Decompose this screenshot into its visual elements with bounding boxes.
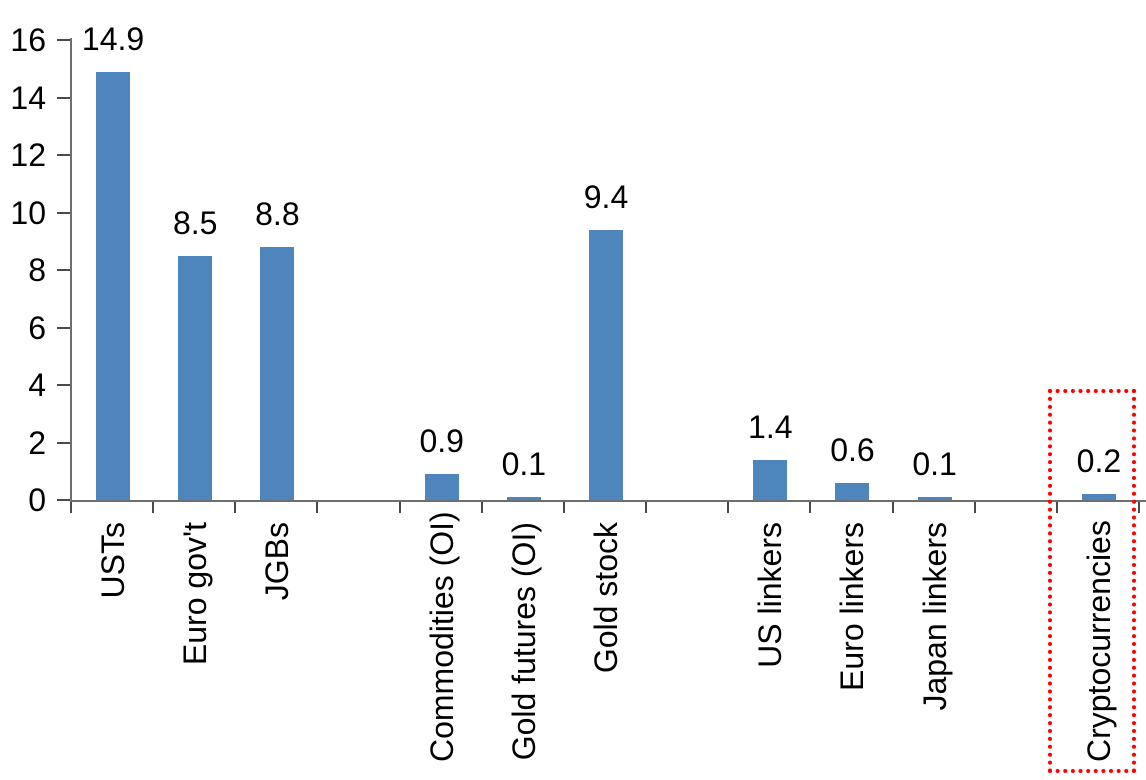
value-label-japan-linkers: 0.1 <box>912 446 957 483</box>
x-tick <box>891 502 894 513</box>
x-tick <box>234 502 237 513</box>
bar-gold-futures-oi <box>506 497 541 500</box>
y-axis-tick-label: 2 <box>28 424 46 461</box>
y-tick <box>57 326 70 329</box>
highlight-box-cryptocurrencies <box>1048 389 1136 773</box>
x-tick <box>398 502 401 513</box>
y-axis-tick-label: 8 <box>28 252 46 288</box>
y-axis-tick-label: 12 <box>10 137 46 173</box>
x-tick <box>70 502 72 513</box>
y-tick <box>57 211 70 214</box>
x-tick <box>562 502 565 513</box>
bar-euro-linkers <box>835 482 870 500</box>
y-tick <box>57 96 70 99</box>
value-label-jgbs: 8.8 <box>255 196 300 232</box>
x-tick <box>1055 502 1058 513</box>
value-label-usts: 14.9 <box>81 20 145 57</box>
x-tick <box>480 502 483 513</box>
x-category-label-commodities-oi: Commodities (OI) <box>423 511 460 762</box>
x-category-label-euro-linkers: Euro linkers <box>834 522 871 691</box>
x-category-label-gold-stock: Gold stock <box>588 522 624 674</box>
y-tick <box>57 384 70 386</box>
y-tick <box>57 441 70 444</box>
value-label-cryptocurrencies: 0.2 <box>1076 443 1122 480</box>
bar-euro-gov-t <box>178 255 213 500</box>
x-category-label-japan-linkers: Japan linkers <box>916 522 953 711</box>
bar-cryptocurrencies <box>1081 494 1116 500</box>
y-axis-tick-label: 0 <box>28 482 46 518</box>
bar-us-linkers <box>753 459 788 500</box>
value-label-gold-stock: 9.4 <box>583 178 629 215</box>
x-axis-line <box>70 500 1146 502</box>
y-axis-line <box>70 38 72 502</box>
value-label-us-linkers: 1.4 <box>748 408 793 445</box>
y-tick <box>57 499 70 501</box>
value-label-euro-gov-t: 8.5 <box>172 204 218 241</box>
x-category-label-us-linkers: US linkers <box>752 522 789 668</box>
x-tick <box>316 502 319 513</box>
value-label-gold-futures-oi: 0.1 <box>501 446 547 483</box>
bar-japan-linkers <box>917 497 952 500</box>
bar-usts <box>96 71 131 500</box>
y-axis-tick-label: 4 <box>28 367 46 403</box>
y-tick <box>57 39 70 41</box>
x-tick <box>152 502 155 513</box>
x-tick <box>727 502 730 513</box>
x-tick <box>645 502 648 513</box>
bar-commodities-oi <box>424 474 459 500</box>
bar-jgbs <box>260 247 295 500</box>
value-label-commodities-oi: 0.9 <box>419 423 464 460</box>
y-axis-tick-label: 14 <box>10 79 46 116</box>
x-category-label-jgbs: JGBs <box>259 522 296 601</box>
x-tick <box>1138 502 1140 513</box>
x-category-label-gold-futures-oi: Gold futures (OI) <box>505 522 542 761</box>
x-category-label-usts: USTs <box>95 522 132 599</box>
x-tick <box>809 502 812 513</box>
y-axis-tick-label: 6 <box>28 309 46 346</box>
y-tick <box>57 154 70 156</box>
y-tick <box>57 269 70 271</box>
value-label-euro-linkers: 0.6 <box>830 431 875 468</box>
x-tick <box>973 502 976 513</box>
y-axis-tick-label: 10 <box>10 194 46 231</box>
x-category-label-euro-gov-t: Euro gov't <box>177 522 214 666</box>
y-axis-tick-label: 16 <box>10 22 46 58</box>
bar-gold-stock <box>589 229 623 500</box>
